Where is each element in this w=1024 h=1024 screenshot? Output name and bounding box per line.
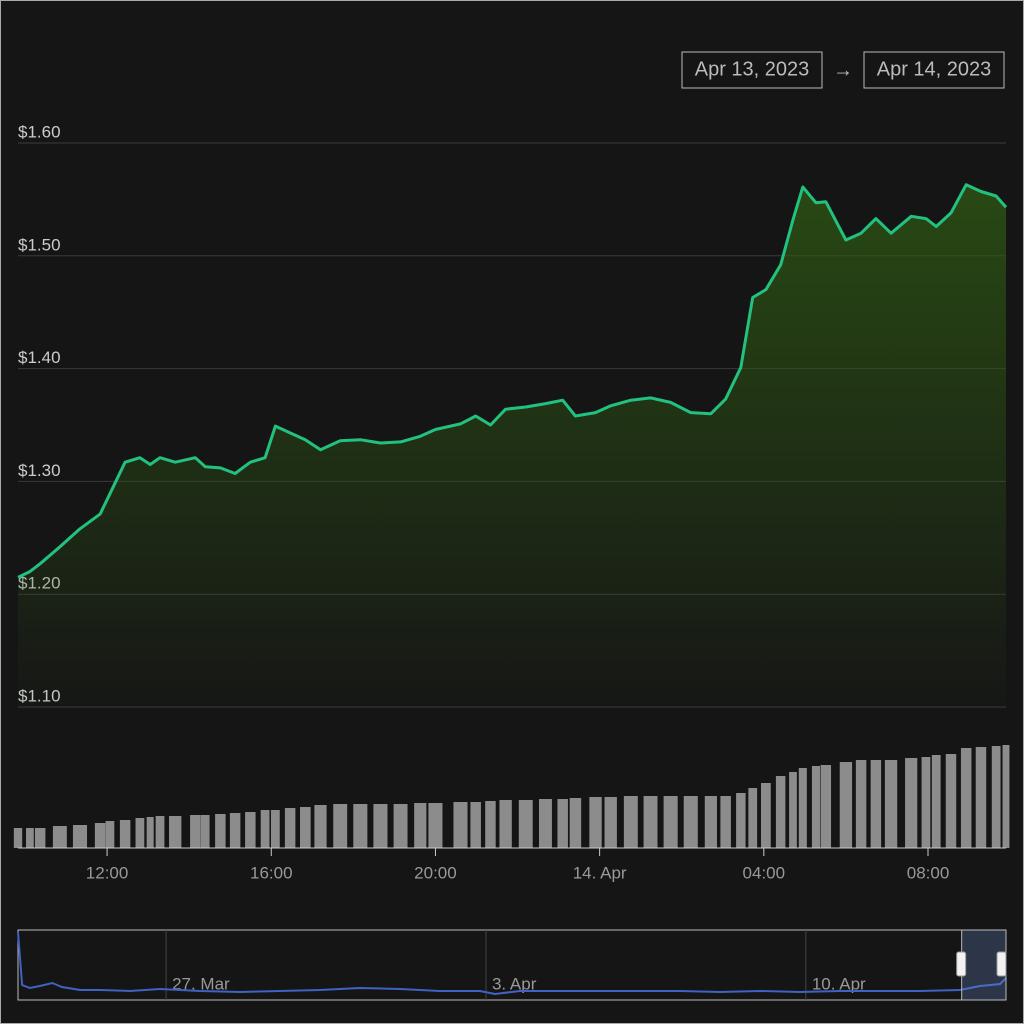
volume-bar (414, 803, 427, 848)
volume-bar (921, 757, 931, 848)
volume-bar (931, 755, 941, 848)
volume-bar (13, 828, 23, 848)
date-input[interactable] (681, 51, 823, 89)
volume-bar (428, 803, 443, 848)
navigator-tick-label: 27. Mar (172, 974, 230, 993)
volume-bar (245, 812, 256, 848)
volume-bar (905, 758, 918, 848)
x-tick-label: 14. Apr (573, 863, 627, 882)
volume-bar (300, 807, 311, 848)
volume-bar (284, 808, 296, 848)
volume-bar (870, 760, 882, 848)
volume-bar (229, 813, 241, 848)
volume-bar (975, 747, 987, 848)
volume-bar (604, 797, 617, 848)
y-tick-label: $1.40 (18, 348, 61, 367)
x-tick-label: 04:00 (743, 863, 786, 882)
volume-bar (683, 796, 698, 848)
volume-bar (820, 765, 832, 848)
y-tick-label: $1.50 (18, 235, 61, 254)
volume-bar (960, 748, 972, 848)
navigator-handle[interactable] (996, 951, 1007, 977)
volume-bar (855, 760, 867, 848)
navigator-line (17, 931, 1007, 996)
volume-bar (991, 746, 1001, 848)
volume-bar (453, 802, 468, 848)
volume-bar (945, 754, 957, 848)
price-line (17, 183, 1008, 579)
volume-bar (1002, 745, 1010, 848)
volume-bar (155, 816, 165, 848)
volume-bar (135, 818, 145, 848)
volume-bar (200, 815, 210, 848)
x-tick-label: 20:00 (414, 863, 457, 882)
volume-bar (270, 810, 280, 848)
volume-bar (215, 814, 226, 848)
volume-bar (623, 796, 638, 848)
volume-bar (485, 801, 496, 848)
date-from[interactable]: Apr 13, 2023 (695, 58, 810, 80)
volume-bar (119, 820, 131, 848)
volume-bar (470, 802, 481, 848)
volume-bar (518, 800, 533, 848)
y-tick-label: $1.30 (18, 461, 61, 480)
volume-bar (72, 825, 88, 848)
volume-bar (839, 762, 853, 848)
volume-bar (190, 815, 201, 848)
volume-bar (589, 797, 602, 848)
x-tick-label: 16:00 (250, 863, 293, 882)
volume-bar (736, 793, 746, 848)
volume-bar (538, 799, 552, 848)
volume-bar (34, 828, 46, 848)
volume-bar (373, 804, 388, 848)
volume-bar (720, 796, 731, 848)
volume-bar (704, 796, 717, 848)
volume-bar (26, 828, 34, 848)
volume-bar (663, 796, 678, 848)
date-to[interactable]: Apr 14, 2023 (877, 58, 992, 80)
navigator-tick-label: 3. Apr (492, 974, 537, 993)
volume-bar (333, 804, 348, 848)
volume-bar (499, 800, 512, 848)
volume-bar (146, 817, 154, 848)
volume-bar (94, 823, 106, 848)
volume-bar (314, 805, 327, 848)
volume-bar (760, 783, 771, 848)
volume-bar (789, 772, 797, 848)
volume-bar (393, 804, 408, 848)
volume-bar (557, 799, 568, 848)
date-input[interactable] (863, 51, 1005, 89)
navigator-handle[interactable] (956, 951, 967, 977)
x-tick-label: 12:00 (86, 863, 129, 882)
date-separator: → (833, 59, 853, 81)
volume-bar (811, 766, 820, 848)
volume-bar (884, 760, 898, 848)
volume-bar (775, 776, 786, 848)
volume-bar (748, 788, 758, 848)
volume-bar (260, 810, 270, 848)
y-tick-label: $1.60 (18, 122, 61, 141)
volume-bar (353, 804, 368, 848)
navigator-tick-label: 10. Apr (812, 974, 866, 993)
volume-bar (169, 816, 182, 848)
volume-bar (105, 821, 115, 848)
volume-bar (52, 826, 67, 848)
volume-bar (798, 768, 807, 848)
area-fill (18, 184, 1006, 707)
volume-bar (643, 796, 658, 848)
x-tick-label: 08:00 (907, 863, 950, 882)
volume-bar (569, 798, 582, 848)
